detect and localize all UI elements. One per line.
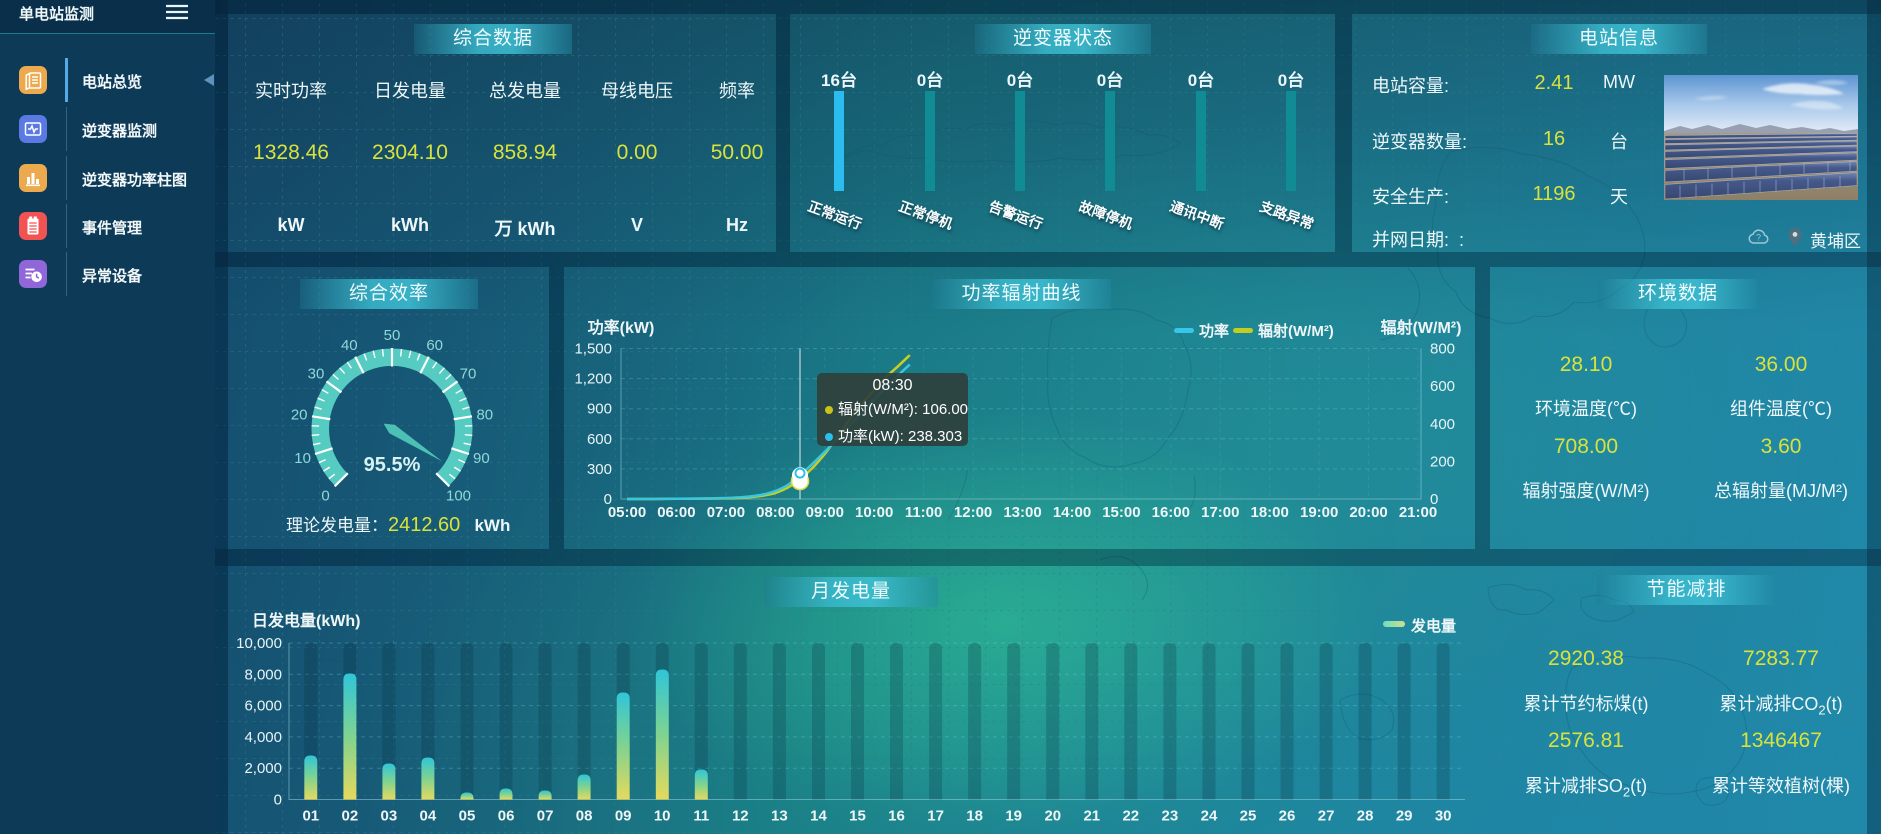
- svg-text:23: 23: [1162, 808, 1179, 825]
- svg-text:0: 0: [1430, 491, 1438, 508]
- svg-text:40: 40: [341, 337, 358, 354]
- svg-text:08:00: 08:00: [756, 504, 794, 521]
- svg-text:1,500: 1,500: [574, 341, 612, 358]
- svg-text:功率(kW): 功率(kW): [588, 318, 655, 337]
- svg-text:辐射(W/M²): 辐射(W/M²): [1258, 322, 1334, 340]
- svg-text:50: 50: [384, 327, 401, 344]
- svg-text:05:00: 05:00: [608, 504, 646, 521]
- svg-text:100: 100: [446, 488, 471, 505]
- svg-text:发电量: 发电量: [1410, 617, 1456, 635]
- svg-text:800: 800: [1430, 341, 1455, 358]
- svg-text:200: 200: [1430, 453, 1455, 470]
- svg-text:70: 70: [460, 366, 477, 383]
- svg-text:90: 90: [473, 450, 490, 467]
- svg-text:03: 03: [381, 808, 398, 825]
- svg-text:0: 0: [321, 488, 329, 505]
- svg-text:17:00: 17:00: [1201, 504, 1239, 521]
- svg-text:0: 0: [604, 491, 612, 508]
- svg-text:10: 10: [654, 808, 671, 825]
- svg-text:12:00: 12:00: [954, 504, 992, 521]
- svg-text:80: 80: [476, 406, 493, 423]
- svg-text:600: 600: [587, 431, 612, 448]
- svg-text:?: ?: [1756, 233, 1761, 243]
- svg-text:22: 22: [1122, 808, 1139, 825]
- svg-text:600: 600: [1430, 378, 1455, 395]
- svg-text:14:00: 14:00: [1053, 504, 1091, 521]
- svg-text:功率: 功率: [1199, 322, 1229, 340]
- svg-text:21: 21: [1083, 808, 1100, 825]
- svg-text:6,000: 6,000: [244, 698, 282, 715]
- svg-text:400: 400: [1430, 416, 1455, 433]
- svg-text:27: 27: [1318, 808, 1335, 825]
- svg-text:30: 30: [308, 366, 325, 383]
- svg-text:900: 900: [587, 401, 612, 418]
- svg-text:12: 12: [732, 808, 749, 825]
- svg-text:29: 29: [1396, 808, 1413, 825]
- svg-text:06:00: 06:00: [657, 504, 695, 521]
- svg-text:26: 26: [1279, 808, 1296, 825]
- svg-text:13: 13: [771, 808, 788, 825]
- svg-text:17: 17: [927, 808, 944, 825]
- svg-text:28: 28: [1357, 808, 1374, 825]
- svg-text:14: 14: [810, 808, 827, 825]
- svg-text:60: 60: [426, 337, 443, 354]
- svg-text:15: 15: [849, 808, 866, 825]
- svg-text:01: 01: [302, 808, 319, 825]
- svg-text:11:00: 11:00: [905, 504, 943, 521]
- svg-text:20: 20: [291, 406, 308, 423]
- svg-text:25: 25: [1240, 808, 1257, 825]
- svg-text:13:00: 13:00: [1003, 504, 1041, 521]
- svg-text:4,000: 4,000: [244, 729, 282, 746]
- svg-text:1,200: 1,200: [574, 371, 612, 388]
- svg-text:0: 0: [274, 792, 282, 809]
- svg-text:07: 07: [537, 808, 554, 825]
- svg-text:10,000: 10,000: [236, 635, 282, 652]
- svg-text:08: 08: [576, 808, 593, 825]
- svg-text:10:00: 10:00: [855, 504, 893, 521]
- svg-text:15:00: 15:00: [1102, 504, 1140, 521]
- svg-text:300: 300: [587, 461, 612, 478]
- svg-text:24: 24: [1201, 808, 1218, 825]
- svg-text:日发电量(kWh): 日发电量(kWh): [252, 611, 360, 630]
- svg-text:11: 11: [693, 808, 709, 825]
- svg-text:04: 04: [420, 808, 437, 825]
- svg-text:2,000: 2,000: [244, 760, 282, 777]
- svg-text:09: 09: [615, 808, 632, 825]
- svg-text:06: 06: [498, 808, 515, 825]
- svg-text:21:00: 21:00: [1399, 504, 1437, 521]
- svg-text:19:00: 19:00: [1300, 504, 1338, 521]
- svg-text:18: 18: [966, 808, 983, 825]
- svg-text:16: 16: [888, 808, 905, 825]
- svg-text:19: 19: [1005, 808, 1022, 825]
- svg-text:02: 02: [342, 808, 359, 825]
- svg-text:05: 05: [459, 808, 476, 825]
- svg-text:09:00: 09:00: [806, 504, 844, 521]
- svg-text:辐射(W/M²): 辐射(W/M²): [1381, 318, 1462, 337]
- svg-text:10: 10: [294, 450, 311, 467]
- svg-text:8,000: 8,000: [244, 666, 282, 683]
- svg-text:07:00: 07:00: [707, 504, 745, 521]
- svg-text:20:00: 20:00: [1349, 504, 1387, 521]
- svg-text:30: 30: [1435, 808, 1452, 825]
- svg-text:16:00: 16:00: [1152, 504, 1190, 521]
- svg-text:18:00: 18:00: [1251, 504, 1289, 521]
- svg-text:20: 20: [1044, 808, 1061, 825]
